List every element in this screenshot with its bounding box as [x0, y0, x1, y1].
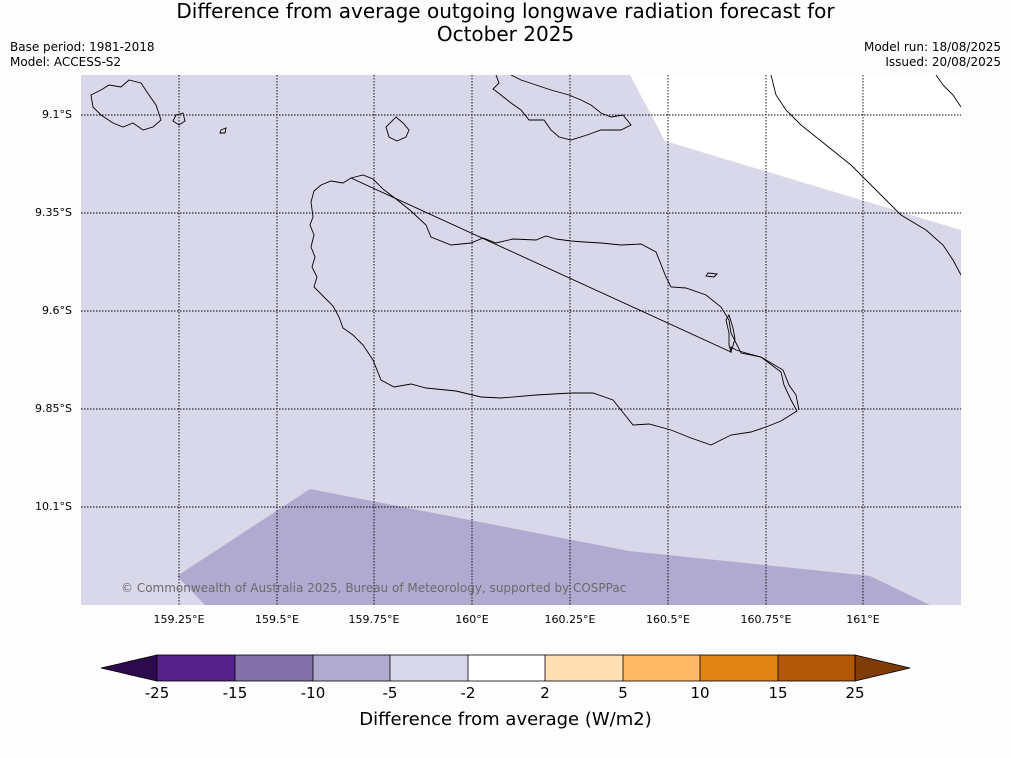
lon-label-3: 159.75°E	[348, 613, 400, 626]
colorbar-tick-5: -2	[460, 684, 476, 702]
model-name: Model: ACCESS-S2	[10, 55, 122, 69]
colorbar-tick-7: 5	[618, 684, 628, 702]
coast-guadalcanal	[309, 177, 798, 446]
colorbar-bin-3	[313, 655, 390, 681]
colorbar-bin-2	[235, 655, 313, 681]
lon-label-4: 160°E	[455, 613, 489, 626]
meta-left: Base period: 1981-2018 Model: ACCESS-S2	[10, 40, 155, 70]
lat-label-4: 9.85°S	[35, 402, 72, 415]
title-line-2: October 2025	[436, 22, 575, 46]
colorbar-extend-high	[854, 654, 911, 682]
region-neutral	[630, 75, 961, 230]
gridlines	[81, 75, 961, 605]
coast-nw-islet-1	[172, 112, 186, 126]
coast-small-island	[385, 116, 410, 142]
colorbar-bin-1	[157, 655, 235, 681]
colorbar-bin-8	[700, 655, 778, 681]
lat-label-2: 9.35°S	[35, 206, 72, 219]
colorbar-tick-3: -10	[300, 684, 326, 702]
lon-label-6: 160.5°E	[646, 613, 690, 626]
map-svg	[81, 75, 961, 605]
meta-right: Model run: 18/08/2025 Issued: 20/08/2025	[864, 40, 1001, 70]
lon-label-2: 159.5°E	[255, 613, 299, 626]
lon-label-8: 161°E	[846, 613, 880, 626]
issued-date: Issued: 20/08/2025	[885, 55, 1001, 69]
region-below-average	[177, 489, 961, 605]
coast-florida-islands	[492, 75, 632, 141]
base-period: Base period: 1981-2018	[10, 40, 155, 54]
colorbar	[100, 654, 911, 682]
chart-title: Difference from average outgoing longwav…	[0, 0, 1011, 46]
colorbar-tick-4: -5	[382, 684, 398, 702]
copyright-notice: © Commonwealth of Australia 2025, Bureau…	[121, 581, 627, 595]
colorbar-bin-6	[545, 655, 623, 681]
coast-malaita-inner	[935, 75, 961, 108]
title-line-1: Difference from average outgoing longwav…	[176, 0, 835, 23]
coast-malaita	[770, 75, 961, 276]
lat-label-3: 9.6°S	[42, 304, 72, 317]
coast-islet	[705, 272, 718, 278]
coast-northwest-islands	[90, 79, 162, 131]
colorbar-tick-9: 15	[768, 684, 788, 702]
lat-label-1: 9.1°S	[42, 108, 72, 121]
coastlines	[90, 75, 961, 446]
lon-label-5: 160.25°E	[544, 613, 596, 626]
colorbar-tick-10: 25	[845, 684, 865, 702]
model-run: Model run: 18/08/2025	[863, 40, 1001, 54]
colorbar-bin-4	[390, 655, 468, 681]
colorbar-bin-7	[623, 655, 700, 681]
coast-guadalcanal-north	[350, 174, 800, 411]
colorbar-tick-1: -25	[144, 684, 170, 702]
colorbar-outline	[156, 654, 856, 682]
colorbar-tick-2: -15	[222, 684, 248, 702]
colorbar-extend-low	[100, 654, 158, 682]
colorbar-dividers	[234, 655, 779, 681]
lat-label-5: 10.1°S	[35, 500, 72, 513]
lon-label-1: 159.25°E	[153, 613, 205, 626]
map-panel[interactable]	[81, 75, 961, 605]
coast-nw-islet-2	[219, 127, 227, 134]
colorbar-title: Difference from average (W/m2)	[359, 709, 652, 730]
colorbar-bin-9	[778, 655, 855, 681]
colorbar-tick-8: 10	[690, 684, 710, 702]
colorbar-tick-6: 2	[540, 684, 550, 702]
colorbar-bin-5	[468, 655, 545, 681]
lon-label-7: 160.75°E	[740, 613, 792, 626]
